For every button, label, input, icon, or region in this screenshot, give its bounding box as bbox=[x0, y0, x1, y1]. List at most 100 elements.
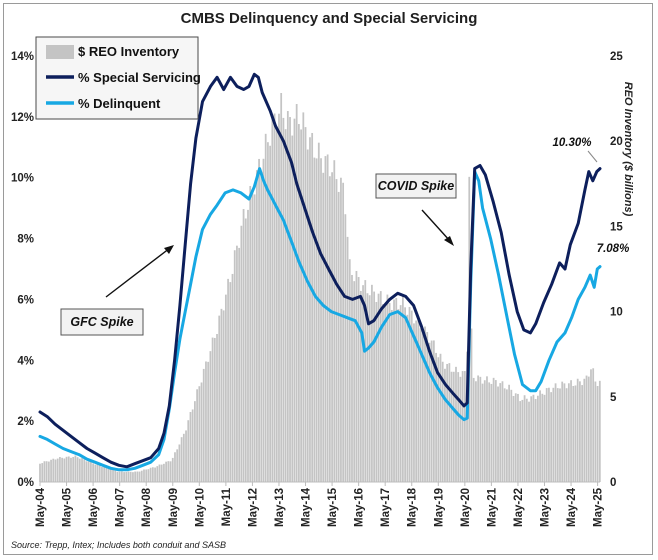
reo-bar bbox=[302, 112, 305, 482]
reo-bar bbox=[229, 282, 232, 482]
reo-bar bbox=[406, 314, 409, 482]
x-tick-label: May-18 bbox=[407, 487, 419, 527]
x-tick-label: May-25 bbox=[593, 487, 605, 527]
reo-bar bbox=[373, 291, 376, 482]
reo-bar bbox=[309, 137, 311, 482]
reo-bar bbox=[585, 375, 588, 482]
reo-bar bbox=[455, 366, 457, 482]
reo-bar bbox=[483, 380, 486, 482]
reo-bar bbox=[548, 387, 550, 482]
reo-bar bbox=[45, 461, 48, 482]
reo-bar bbox=[158, 464, 161, 482]
reo-bar bbox=[536, 395, 539, 482]
reo-bar bbox=[178, 444, 181, 482]
reo-bar bbox=[494, 380, 497, 482]
reo-bar bbox=[163, 463, 165, 482]
reo-bar bbox=[50, 459, 52, 482]
reo-bar bbox=[583, 378, 586, 482]
reo-bar bbox=[519, 401, 522, 482]
reo-bars-layer bbox=[39, 93, 601, 483]
reo-bar bbox=[196, 389, 198, 482]
reo-bar bbox=[165, 461, 168, 482]
reo-bar bbox=[362, 285, 364, 482]
reo-bar bbox=[357, 277, 360, 482]
reo-bar bbox=[346, 236, 349, 482]
reo-bar bbox=[404, 307, 406, 482]
reo-bar bbox=[514, 393, 517, 482]
reo-bar bbox=[101, 466, 103, 482]
reo-bar bbox=[463, 371, 466, 482]
x-tick-label: May-06 bbox=[88, 488, 100, 527]
gfc-annotation-box bbox=[60, 308, 144, 336]
reo-bar bbox=[298, 124, 300, 482]
reo-bar bbox=[587, 376, 590, 482]
reo-bar bbox=[76, 457, 79, 482]
reo-bar bbox=[231, 273, 234, 482]
x-tick-label: May-04 bbox=[35, 487, 47, 527]
reo-bar bbox=[371, 284, 373, 482]
reo-bar bbox=[65, 456, 68, 482]
reo-bar bbox=[342, 182, 345, 483]
reo-bar bbox=[222, 310, 225, 482]
reo-bar bbox=[315, 158, 318, 482]
reo-bar bbox=[353, 281, 356, 482]
reo-bar bbox=[209, 351, 212, 482]
y-left-tick-label: 4% bbox=[17, 355, 34, 367]
reo-bar bbox=[224, 294, 227, 482]
chart-frame: CMBS Delinquency and Special Servicing 0… bbox=[3, 3, 653, 555]
reo-bar bbox=[156, 466, 159, 482]
reo-bar bbox=[333, 160, 336, 482]
gfc-annotation-label: GFC Spike bbox=[70, 315, 133, 329]
reo-bar bbox=[448, 363, 451, 482]
reo-bar bbox=[251, 189, 254, 482]
reo-bar bbox=[541, 393, 544, 482]
reo-bar bbox=[233, 250, 236, 482]
reo-bar bbox=[364, 280, 367, 482]
legend: $ REO Inventory % Special Servicing % De… bbox=[35, 36, 201, 120]
reo-bar bbox=[147, 469, 150, 482]
reo-bar bbox=[545, 388, 548, 482]
reo-bar bbox=[105, 467, 108, 482]
reo-bar bbox=[428, 342, 431, 482]
reo-bar bbox=[120, 471, 123, 482]
reo-bar bbox=[523, 395, 526, 482]
reo-bar bbox=[278, 113, 280, 482]
reo-bar bbox=[534, 399, 537, 482]
reo-bar bbox=[596, 386, 599, 482]
reo-bar bbox=[592, 368, 595, 482]
reo-bar bbox=[488, 382, 491, 482]
reo-bar bbox=[441, 361, 444, 482]
reo-bar bbox=[408, 306, 411, 482]
reo-bar bbox=[501, 381, 504, 482]
y-left-tick-label: 8% bbox=[17, 234, 34, 246]
reo-bar bbox=[567, 383, 570, 482]
reo-bar bbox=[289, 117, 291, 482]
reo-bar bbox=[525, 398, 528, 482]
reo-bar bbox=[216, 334, 218, 482]
reo-bar bbox=[136, 471, 139, 482]
legend-reo-label: $ REO Inventory bbox=[78, 44, 180, 59]
reo-bar bbox=[306, 149, 309, 482]
reo-bar bbox=[72, 456, 75, 482]
reo-bar bbox=[368, 295, 371, 482]
reo-bar bbox=[446, 363, 449, 482]
reo-bar bbox=[426, 332, 429, 482]
reo-bar bbox=[284, 129, 287, 482]
y-left-tick-label: 12% bbox=[11, 112, 34, 124]
reo-bar bbox=[202, 368, 205, 482]
x-tick-label: May-20 bbox=[460, 488, 472, 527]
x-tick-label: May-09 bbox=[168, 488, 180, 527]
reo-bar bbox=[459, 376, 462, 482]
reo-bar bbox=[264, 133, 267, 482]
chart-title: CMBS Delinquency and Special Servicing bbox=[181, 10, 478, 27]
reo-bar bbox=[81, 458, 83, 482]
reo-bar bbox=[331, 172, 333, 482]
reo-bar bbox=[132, 472, 134, 482]
reo-bar bbox=[570, 380, 572, 482]
reo-bar bbox=[198, 386, 201, 482]
reo-bar bbox=[492, 377, 495, 482]
reo-bar bbox=[103, 466, 106, 482]
reo-bar bbox=[262, 158, 265, 483]
reo-bar bbox=[563, 383, 566, 482]
reo-bar bbox=[182, 433, 185, 482]
